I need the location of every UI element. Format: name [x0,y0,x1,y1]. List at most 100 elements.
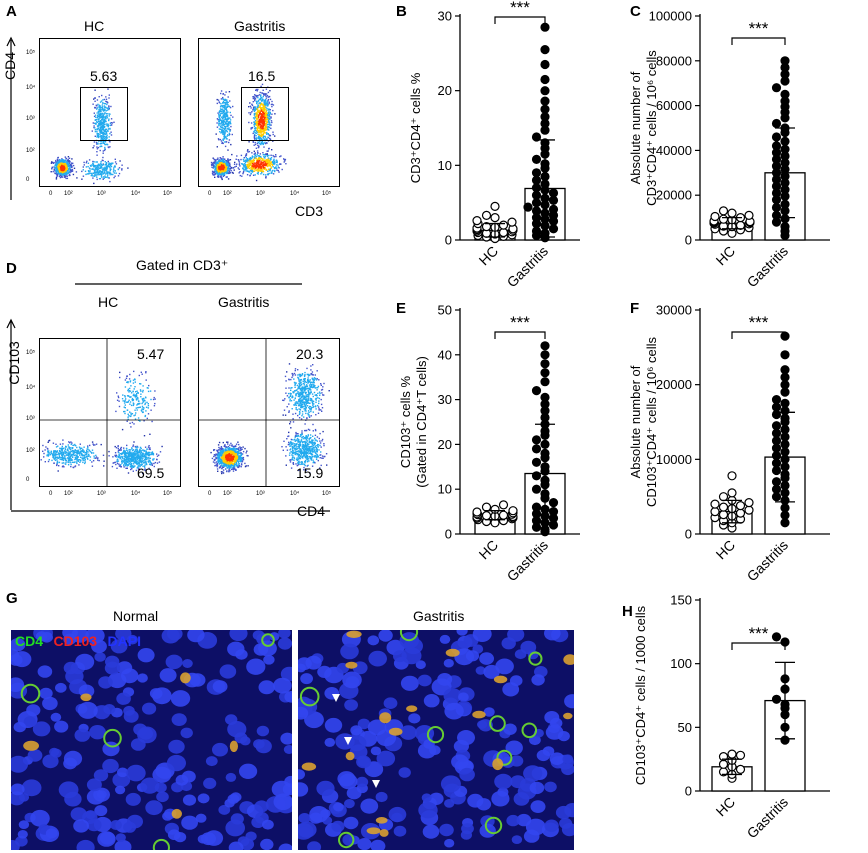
ytick-label: 150 [670,593,692,608]
data-point [531,385,542,396]
ytick-label: 10000 [656,452,692,467]
data-point [507,217,517,227]
data-point [744,210,754,220]
data-point [481,502,492,512]
gate-value-a-hc: 5.63 [90,68,118,84]
data-point [531,206,542,216]
flow-plot-a-hc [39,38,181,187]
data-point [771,694,782,704]
ylabel: CD103⁺CD4⁺ cells / 1000 cells [633,605,648,785]
data-point [540,44,550,55]
panel-label-c: C [630,3,641,20]
ytick-label: 20 [438,437,452,452]
data-point [498,500,509,510]
micro-legend: CD4 CD103 DAPI [15,633,147,651]
data-point [540,359,550,369]
data-point [540,104,550,114]
significance-stars: *** [510,0,530,17]
panel-label-f: F [630,300,640,317]
data-point [481,210,492,220]
quadrant-value-d-gas-lower: 15.9 [296,465,324,481]
data-point [771,428,782,438]
flow-xtick: 10³ [256,191,265,197]
data-point [481,511,492,521]
flow-d-header-line [75,283,302,285]
data-point [771,141,782,151]
data-point [710,211,720,222]
flow-xtick: 0 [49,191,53,197]
data-point [540,59,550,70]
category-label: Gastritis [504,537,552,585]
data-point [718,510,729,520]
data-point [780,518,790,528]
data-point [472,507,482,517]
data-point [490,213,500,223]
data-point [540,74,550,85]
data-point [540,377,550,387]
category-label: Gastritis [744,794,792,842]
category-label: HC [475,537,501,563]
data-point [718,214,729,224]
legend-dapi: DAPI [107,633,141,649]
data-point [771,83,782,93]
flow-a-hc-title: HC [84,18,105,34]
data-point [771,443,782,453]
gate-a-hc [80,87,128,141]
data-point [531,471,542,481]
data-point [481,222,492,232]
data-point [531,168,542,178]
chart-c: 0 20000 40000 60000 80000 100000 Absolute numb… [628,9,830,290]
micro-title-gastritis: Gastritis [413,608,465,624]
flow-xtick: 10⁴ [290,191,300,197]
significance-bracket [494,16,546,24]
data-point [780,89,790,100]
data-point [735,750,746,760]
ytick-label: 0 [685,233,692,248]
chart-e: 0 10 20 30 40 50 CD103⁺ cells % (Gated in CD4⁺T… [398,303,580,585]
data-point [540,86,550,96]
gate-value-a-gastritis: 16.5 [248,68,276,84]
ylabel: Absolute number of [628,365,643,478]
panel-label-a: A [6,3,17,20]
data-point [531,154,542,164]
ytick-label: 10 [438,158,452,173]
micro-title-normal: Normal [113,608,159,624]
flow-a-xaxis-label: CD3 [295,203,324,219]
ytick-label: 0 [445,527,452,542]
data-point [771,465,782,476]
micrograph-gastritis [298,630,574,850]
significance-bracket [731,331,786,339]
data-point [472,216,482,226]
data-point [531,484,542,494]
quadrant-value-d-gas-upper: 20.3 [296,346,324,362]
chart-h: 0 50 100 150 CD103⁺CD4⁺ cells / 1000 cells HC… [633,593,830,842]
flow-plot-d-hc [39,338,181,487]
data-point [771,492,782,502]
flow-xtick: 10² [223,491,232,497]
ylabel: CD3⁺CD4⁺ cells % [408,72,423,183]
data-point [540,350,550,360]
ytick-label: 0 [685,527,692,542]
flow-ytick: 10⁴ [26,85,36,91]
data-point [548,224,559,234]
data-point [735,501,746,511]
data-point [710,507,720,517]
data-point [780,222,790,232]
data-point [744,498,754,508]
data-point [531,198,542,208]
data-point [490,201,500,211]
ytick-label: 20000 [656,188,692,203]
data-point [523,202,533,212]
data-point [498,220,509,230]
data-point [780,350,790,360]
data-point [498,510,509,520]
data-point [771,118,782,129]
ytick-label: 30000 [656,303,692,318]
data-point [780,398,790,408]
panel-label-d: D [6,260,17,277]
data-point [531,175,542,185]
data-point [771,632,782,642]
flow-ytick: 10⁵ [26,350,36,356]
flow-ytick: 10³ [26,116,35,122]
data-point [531,435,542,445]
